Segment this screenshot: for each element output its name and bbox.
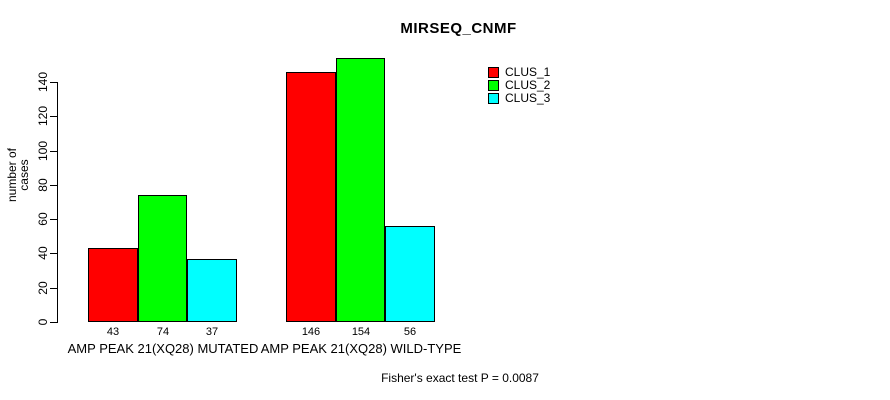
chart-title: MIRSEQ_CNMF <box>400 20 517 37</box>
x-category-label: AMP PEAK 21(XQ28) MUTATED <box>67 341 259 356</box>
y-tick-label: 120 <box>36 105 50 127</box>
annotation-pvalue: Fisher's exact test P = 0.0087 <box>381 371 539 385</box>
y-tick-label: 20 <box>36 281 50 295</box>
bar-value-label: 154 <box>351 326 371 338</box>
bar-clus_1-group2 <box>286 71 336 322</box>
y-tick-label: 100 <box>36 140 50 162</box>
y-tick-label: 40 <box>36 246 50 260</box>
legend-item-label: CLUS_3 <box>505 91 551 105</box>
legend-swatch-icon <box>488 67 499 78</box>
legend: CLUS_1 CLUS_2 CLUS_3 <box>488 66 550 105</box>
bar-clus_1-group1 <box>88 248 138 322</box>
legend-item-clus_2: CLUS_2 <box>488 79 550 92</box>
y-tick <box>50 185 57 186</box>
legend-swatch-icon <box>488 93 499 104</box>
bar-value-label: 74 <box>156 326 170 338</box>
legend-item-label: CLUS_1 <box>505 65 551 79</box>
bar-value-label: 37 <box>205 326 219 338</box>
legend-item-clus_3: CLUS_3 <box>488 92 550 105</box>
y-tick <box>50 288 57 289</box>
bar-value-label: 56 <box>403 326 417 338</box>
y-tick-label: 60 <box>36 212 50 226</box>
y-tick <box>50 82 57 83</box>
y-axis-line <box>57 82 58 323</box>
y-tick <box>50 151 57 152</box>
y-tick <box>50 253 57 254</box>
y-tick <box>50 322 57 323</box>
legend-item-clus_1: CLUS_1 <box>488 66 550 79</box>
y-tick <box>50 219 57 220</box>
bar-clus_2-group1 <box>138 195 187 322</box>
legend-swatch-icon <box>488 80 499 91</box>
bar-clus_3-group1 <box>187 258 237 322</box>
legend-item-label: CLUS_2 <box>505 78 551 92</box>
bar-value-label: 146 <box>301 326 321 338</box>
y-tick-label: 140 <box>36 71 50 93</box>
y-tick-label: 0 <box>36 318 50 326</box>
bar-clus_3-group2 <box>385 226 435 322</box>
y-tick-label: 80 <box>36 178 50 192</box>
bar-clus_2-group2 <box>336 58 385 322</box>
bar-value-label: 43 <box>106 326 120 338</box>
y-tick <box>50 116 57 117</box>
x-category-label: AMP PEAK 21(XQ28) WILD-TYPE <box>260 341 462 356</box>
